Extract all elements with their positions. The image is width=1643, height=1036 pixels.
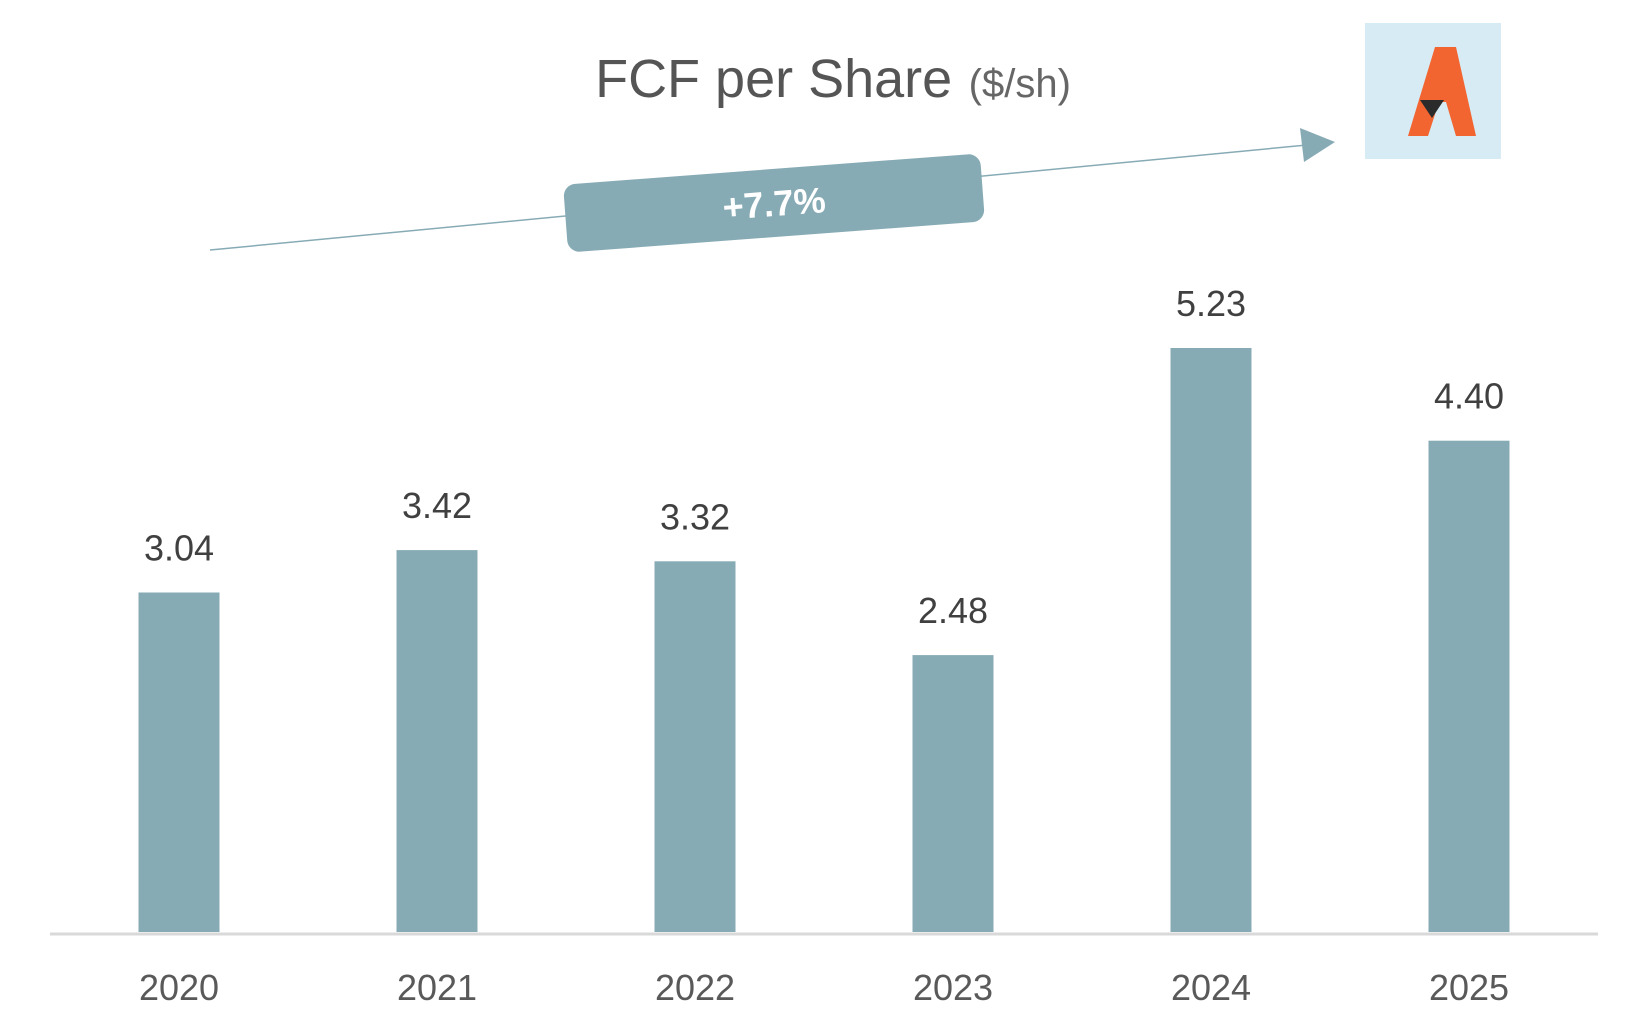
chart-title: FCF per Share ($/sh) xyxy=(595,49,1071,109)
growth-rate-badge: +7.7% xyxy=(563,154,985,252)
growth-badge-box xyxy=(563,154,985,252)
bar-2025 xyxy=(1428,440,1510,932)
x-tick-label-2025: 2025 xyxy=(1429,967,1509,1008)
bar-2024 xyxy=(1170,348,1252,932)
bar-value-label-2024: 5.23 xyxy=(1176,283,1246,324)
x-axis-tick-labels: 2020 2021 2022 2023 2024 2025 xyxy=(139,967,1509,1008)
x-tick-label-2020: 2020 xyxy=(139,967,219,1008)
bar-2020 xyxy=(138,592,220,932)
logo-a-shape xyxy=(1408,47,1476,136)
chart-title-unit: ($/sh) xyxy=(969,62,1071,106)
bar-value-label-2020: 3.04 xyxy=(144,528,214,569)
value-labels-layer: 3.04 3.42 3.32 2.48 5.23 4.40 xyxy=(144,283,1504,631)
chart-title-main: FCF per Share xyxy=(595,49,952,109)
growth-rate-label: +7.7% xyxy=(721,179,827,228)
bar-value-label-2021: 3.42 xyxy=(402,485,472,526)
x-tick-label-2021: 2021 xyxy=(397,967,477,1008)
bar-value-label-2023: 2.48 xyxy=(918,590,988,631)
company-logo-icon xyxy=(1365,23,1501,159)
bar-2022 xyxy=(654,561,736,932)
trend-arrowhead xyxy=(1300,128,1335,162)
x-tick-label-2023: 2023 xyxy=(913,967,993,1008)
bar-2021 xyxy=(396,550,478,932)
logo-a-notch xyxy=(1420,100,1444,118)
x-tick-label-2024: 2024 xyxy=(1171,967,1251,1008)
bar-value-label-2025: 4.40 xyxy=(1434,376,1504,417)
x-tick-label-2022: 2022 xyxy=(655,967,735,1008)
bars-layer xyxy=(138,348,1510,932)
bar-value-label-2022: 3.32 xyxy=(660,496,730,537)
bar-2023 xyxy=(912,655,994,932)
